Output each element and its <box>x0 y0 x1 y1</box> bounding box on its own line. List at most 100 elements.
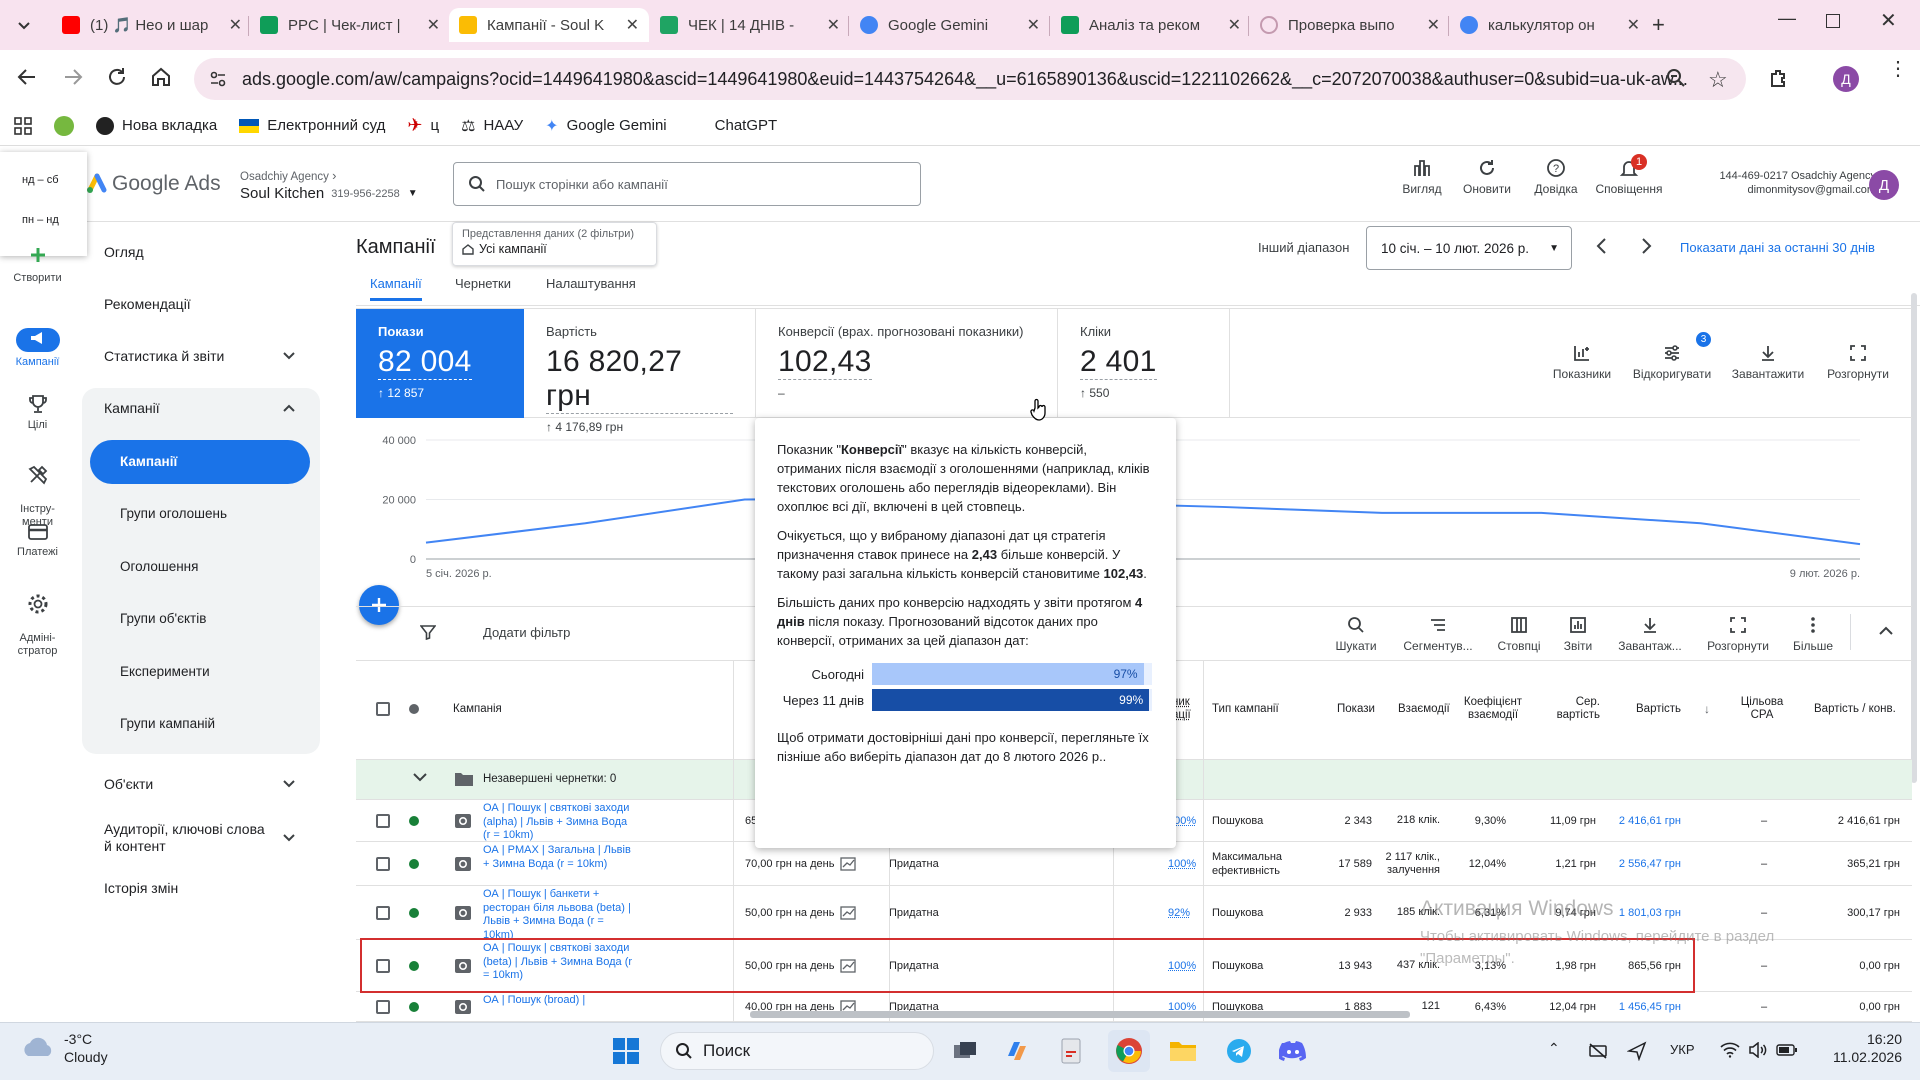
th-interactions[interactable]: Взаємодії <box>1398 703 1450 715</box>
download-chart-button[interactable]: Завантажити <box>1728 343 1808 381</box>
row-checkbox[interactable] <box>376 886 390 939</box>
close-tab-icon[interactable]: ✕ <box>1426 17 1440 34</box>
row-checkbox[interactable] <box>376 842 390 885</box>
view-filter-chip[interactable]: Представлення даних (2 фільтри) Усі камп… <box>452 222 657 266</box>
optimization-score[interactable]: 100% <box>1168 1000 1197 1013</box>
task-view-icon[interactable] <box>944 1030 986 1072</box>
collapse-icon[interactable] <box>1878 624 1894 636</box>
tab-settings[interactable]: Налаштування <box>546 276 636 291</box>
th-target-cpa[interactable]: Цільова CPA <box>1740 696 1784 721</box>
budget-chart-icon[interactable] <box>840 940 856 991</box>
metric-card-clicks[interactable]: Кліки 2 401 ↑ 550 <box>1058 309 1230 418</box>
campaign-name-link[interactable]: ОА | Пошук | святкові заходи (beta) | Ль… <box>483 942 633 981</box>
table-row[interactable]: ОА | Пошук | святкові заходи (alpha) | Л… <box>356 800 1912 842</box>
close-tab-icon[interactable]: ✕ <box>426 17 440 34</box>
refresh-button[interactable]: Оновити <box>1451 158 1523 196</box>
metric-card-impressions[interactable]: Покази 82 004 ↑ 12 857 <box>356 309 524 418</box>
close-tab-icon[interactable]: ✕ <box>826 17 840 34</box>
view-button[interactable]: Вигляд <box>1386 158 1458 196</box>
nav-sub-campaign-groups[interactable]: Групи кампаній <box>120 716 216 731</box>
rail-admin[interactable]: Адміні- стратор <box>0 580 75 658</box>
home-icon[interactable] <box>150 66 172 88</box>
nav-sub-campaigns-active[interactable] <box>90 440 310 484</box>
row-checkbox[interactable] <box>376 800 390 841</box>
segment-button[interactable]: Сегментув... <box>1400 615 1476 653</box>
start-button[interactable] <box>605 1030 647 1072</box>
telegram-icon[interactable] <box>1218 1030 1260 1072</box>
table-expand-button[interactable]: Розгорнути <box>1700 615 1776 653</box>
expand-chart-button[interactable]: Розгорнути <box>1818 343 1898 381</box>
cost-link[interactable]: 2 416,61 грн <box>1618 814 1681 827</box>
browser-tab[interactable]: ЧЕК | 14 ДНІВ - ✕ <box>650 8 850 42</box>
th-type[interactable]: Тип кампанії <box>1212 703 1279 715</box>
bookmark-new-tab[interactable]: Нова вкладка <box>96 116 217 135</box>
weekday-option-sun-sat[interactable]: нд – сб <box>22 174 59 186</box>
table-row[interactable]: ОА | Пошук (broad) | 40,00 грн на день При… <box>356 992 1912 1022</box>
campaign-name-link[interactable]: ОА | Пошук | святкові заходи (alpha) | Л… <box>483 802 630 841</box>
account-info[interactable]: 144-469-0217 Osadchiy Agency dimonmityso… <box>1719 170 1876 196</box>
bookmark-ts[interactable]: ✈ ц <box>407 115 440 135</box>
cost-link[interactable]: 2 556,47 грн <box>1618 857 1681 870</box>
metrics-button[interactable]: Показники <box>1542 343 1622 381</box>
volume-icon[interactable] <box>1748 1042 1768 1058</box>
metric-card-cost[interactable]: Вартість 16 820,27 грн ↑ 4 176,89 грн <box>524 309 756 434</box>
campaign-name-link[interactable]: ОА | Пошук | банкети + ресторан біля льв… <box>483 888 631 939</box>
browser-tab[interactable]: Проверка выпо ✕ <box>1250 8 1450 42</box>
new-tab-button[interactable]: + <box>1652 12 1665 37</box>
nav-campaigns[interactable]: Кампанії <box>80 396 320 420</box>
page-scrollbar[interactable] <box>1911 293 1917 783</box>
metric-card-conversions[interactable]: Конверсії (врах. прогнозовані показники)… <box>756 309 1058 418</box>
filter-icon[interactable] <box>420 624 436 640</box>
cost-link[interactable]: 1 801,03 грн <box>1618 906 1681 919</box>
rail-goals[interactable]: Цілі <box>0 393 75 432</box>
th-impressions[interactable]: Покази <box>1337 703 1375 715</box>
taskbar-search[interactable]: Поиск <box>660 1032 934 1070</box>
budget[interactable]: 65 <box>745 814 758 827</box>
adjust-button[interactable]: Відкоригувати <box>1632 343 1712 381</box>
close-tab-icon[interactable]: ✕ <box>1626 17 1640 34</box>
nav-recommendations[interactable]: Рекомендації <box>104 296 191 312</box>
reports-button[interactable]: Звіти <box>1540 615 1616 653</box>
tab-search-icon[interactable] <box>10 12 38 40</box>
budget[interactable]: 50,00 грн на день <box>745 906 835 919</box>
browser-tab[interactable]: Кампанії - Soul K ✕ <box>449 8 649 42</box>
account-avatar[interactable]: Д <box>1869 170 1899 200</box>
language-indicator[interactable]: УКР <box>1670 1042 1695 1057</box>
pdf-app-icon[interactable] <box>1050 1030 1092 1072</box>
battery-icon[interactable] <box>1776 1044 1798 1056</box>
profile-avatar[interactable]: Д <box>1833 66 1859 92</box>
table-search-button[interactable]: Шукати <box>1318 615 1394 653</box>
th-cost[interactable]: Вартість <box>1636 703 1682 715</box>
optimization-score[interactable]: 92% <box>1168 906 1191 919</box>
site-info-icon[interactable] <box>208 69 228 89</box>
sort-arrow-icon[interactable]: ↓ <box>1704 702 1710 716</box>
minimize-button[interactable]: — <box>1778 8 1796 28</box>
more-button[interactable]: Більше <box>1775 615 1851 653</box>
tab-campaigns[interactable]: Кампанії <box>370 276 422 301</box>
budget-chart-icon[interactable] <box>840 842 856 885</box>
close-window-button[interactable]: ✕ <box>1880 10 1897 32</box>
close-tab-icon[interactable]: ✕ <box>1227 17 1241 34</box>
tray-send-icon[interactable] <box>1627 1041 1647 1061</box>
th-campaign[interactable]: Кампанія <box>453 703 502 715</box>
nav-sub-ad-groups[interactable]: Групи оголошень <box>120 506 227 521</box>
th-interaction-rate[interactable]: Коефіцієнт взаємодії <box>1463 696 1523 721</box>
bookmark-utorrent[interactable] <box>54 115 74 136</box>
cost-link[interactable]: 865,56 грн <box>1628 959 1681 972</box>
nav-sub-experiments[interactable]: Експерименти <box>120 664 210 679</box>
address-bar[interactable]: ads.google.com/aw/campaigns?ocid=1449641… <box>194 58 1746 100</box>
next-period-icon[interactable] <box>1640 236 1654 256</box>
bookmark-e-court[interactable]: Електронний суд <box>239 117 385 134</box>
copilot-icon[interactable] <box>996 1030 1038 1072</box>
tray-chevron-up-icon[interactable]: ⌃ <box>1548 1040 1560 1056</box>
close-tab-icon[interactable]: ✕ <box>1026 17 1040 34</box>
bookmark-chatgpt[interactable]: ChatGPT <box>714 117 778 134</box>
campaign-name-link[interactable]: ОА | PMAX | Загальна | Львів + Зимна Вод… <box>483 844 631 870</box>
reload-icon[interactable] <box>106 66 128 88</box>
back-icon[interactable] <box>16 66 38 88</box>
browser-tab[interactable]: (1) 🎵 Нео и шар ✕ <box>52 8 252 42</box>
new-campaign-fab[interactable] <box>359 585 399 625</box>
rail-campaigns[interactable]: Кампанії <box>0 328 75 369</box>
cost-link[interactable]: 1 456,45 грн <box>1618 1000 1681 1013</box>
search-box[interactable]: Пошук сторінки або кампанії <box>453 162 921 206</box>
